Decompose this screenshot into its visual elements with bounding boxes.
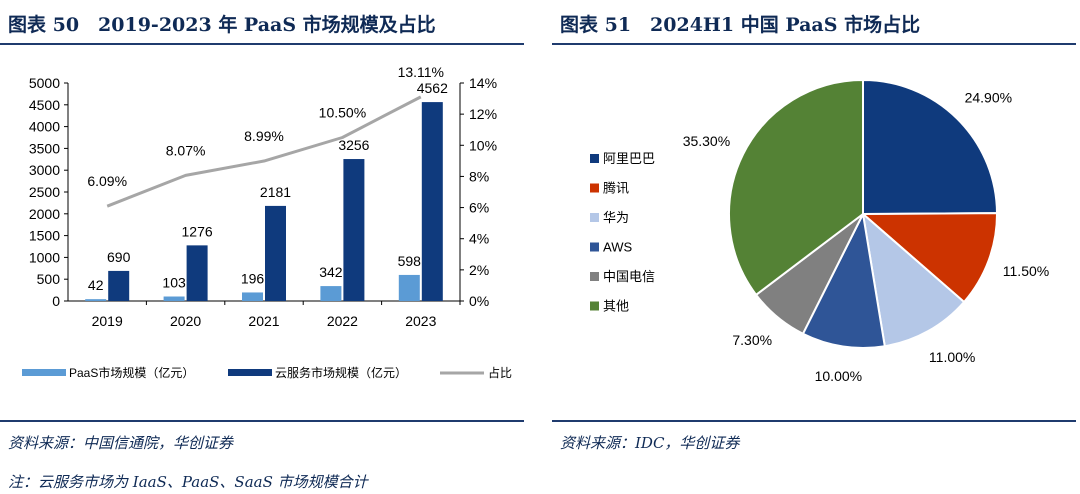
cloud-bar-value-label: 2181 (260, 184, 291, 200)
left-y-tick-label: 0 (52, 293, 60, 309)
left-note-text: 注：云服务市场为 IaaS、PaaS、SaaS 市场规模合计 (8, 473, 368, 491)
paas-bar-value-label: 598 (398, 253, 422, 269)
legend-cloud-label: 云服务市场规模（亿元） (275, 365, 407, 380)
right-y-tick-label: 12% (469, 106, 497, 122)
right-y-tick-label: 10% (469, 137, 497, 153)
cloud-bar (108, 270, 130, 301)
legend-label: 其他 (603, 299, 629, 314)
right-source-rule (552, 420, 1076, 422)
legend-label: 腾讯 (603, 181, 629, 196)
left-y-tick-label: 500 (37, 271, 61, 287)
left-y-tick-label: 4500 (29, 97, 60, 113)
pie-slice-label: 11.00% (929, 349, 975, 365)
cloud-bar (343, 159, 365, 301)
legend-swatch (590, 301, 599, 311)
cloud-bar-value-label: 1276 (182, 223, 213, 239)
share-line-label: 8.07% (166, 142, 206, 158)
pie-slice-label: 24.90% (965, 90, 1012, 106)
paas-bar (398, 274, 420, 301)
paas-bar (163, 296, 185, 301)
cloud-bar-value-label: 690 (107, 249, 131, 265)
x-tick-label: 2022 (327, 313, 358, 329)
legend-label: AWS (603, 240, 632, 255)
paas-bar (85, 299, 107, 301)
paas-bar (242, 292, 263, 301)
legend-swatch (590, 183, 599, 193)
legend-cloud-swatch (228, 369, 272, 376)
paas-bar-value-label: 342 (319, 264, 343, 280)
cloud-bar-value-label: 4562 (417, 80, 448, 96)
share-line-label: 10.50% (319, 105, 366, 121)
share-line (106, 95, 422, 208)
legend-swatch (590, 154, 599, 163)
left-title-rule (0, 43, 524, 45)
pie-slice (728, 78, 864, 297)
right-y-tick-label: 6% (469, 200, 489, 216)
x-tick-label: 2020 (170, 313, 201, 329)
pie-slice (801, 210, 886, 349)
pie-slice (862, 78, 999, 216)
cloud-bar (186, 245, 208, 301)
left-y-tick-label: 2000 (29, 206, 60, 222)
pie-slice (861, 211, 966, 348)
x-tick-label: 2019 (92, 313, 123, 329)
right-y-tick-label: 4% (469, 231, 489, 247)
share-line-label: 6.09% (87, 173, 127, 189)
right-y-tick-label: 14% (469, 75, 497, 91)
left-y-tick-label: 5000 (29, 75, 60, 91)
right-y-tick-label: 2% (469, 262, 489, 278)
left-y-tick-label: 2500 (29, 184, 60, 200)
pie-slice-label: 11.50% (1003, 263, 1049, 279)
legend-label: 中国电信 (603, 269, 655, 284)
legend-swatch (590, 213, 599, 222)
left-y-tick-label: 4000 (29, 119, 60, 135)
right-title-rule (552, 43, 1076, 45)
right-chart-title: 图表 51 2024H1 中国 PaaS 市场占比 (560, 14, 921, 36)
legend-share-label: 占比 (488, 365, 512, 380)
cloud-bar (265, 205, 286, 301)
left-source-rule (0, 420, 524, 422)
legend-paas-label: PaaS市场规模（亿元） (69, 365, 194, 380)
pie-slice-label: 10.00% (815, 368, 862, 384)
legend-label: 阿里巴巴 (603, 151, 655, 166)
paas-bar-value-label: 196 (241, 270, 265, 286)
left-y-tick-label: 1500 (29, 228, 60, 244)
right-source-text: 资料来源：IDC，华创证券 (560, 434, 740, 452)
left-chart-title: 图表 50 2019-2023 年 PaaS 市场规模及占比 (8, 14, 436, 36)
legend-swatch (590, 272, 599, 281)
paas-bar (320, 286, 342, 301)
share-line-label: 13.11% (398, 64, 444, 80)
cloud-bar-value-label: 3256 (338, 137, 369, 153)
pie-slice-label: 35.30% (683, 133, 730, 149)
x-tick-label: 2023 (405, 313, 436, 329)
pie-chart: 24.90% 11.50% 11.00% 10.00% 7.30% 35.30% 阿里巴巴腾… (590, 78, 1049, 384)
share-line-label: 8.99% (244, 128, 284, 144)
paas-bar-value-label: 42 (88, 277, 104, 293)
pie-slice (860, 212, 998, 304)
right-y-tick-label: 0% (469, 293, 489, 309)
bar-line-chart: 0 500 1000 1500 2000 2500 3000 3500 4000 4500 5000… (22, 64, 512, 380)
left-y-tick-label: 1000 (29, 249, 60, 265)
right-y-tick-label: 8% (469, 168, 489, 184)
left-y-tick-label: 3500 (29, 140, 60, 156)
legend-paas-swatch (22, 369, 66, 376)
x-tick-label: 2021 (248, 313, 279, 329)
cloud-bar (421, 102, 443, 301)
legend-label: 华为 (603, 210, 629, 225)
paas-bar-value-label: 103 (162, 275, 186, 291)
pie-slice-label: 7.30% (732, 332, 772, 348)
left-y-tick-label: 3000 (29, 162, 60, 178)
left-source-text: 资料来源：中国信通院，华创证券 (8, 434, 234, 452)
legend-swatch (590, 242, 599, 252)
